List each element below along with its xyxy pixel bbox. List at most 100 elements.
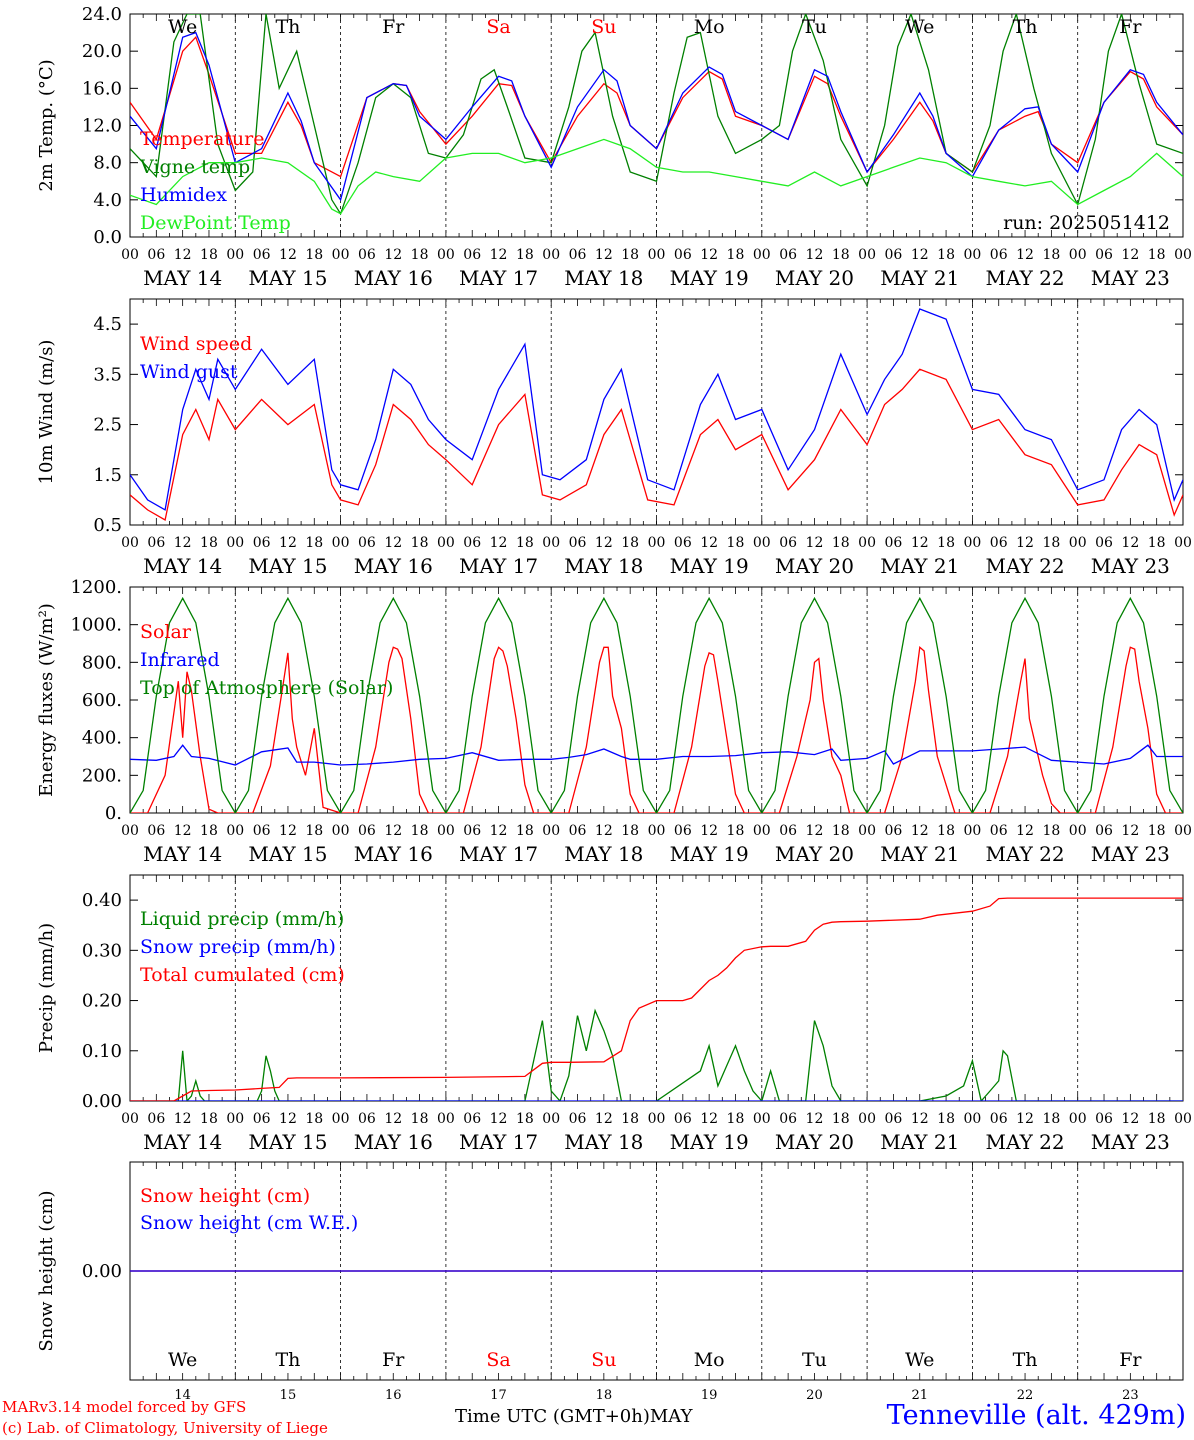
day-number: 18 — [596, 1388, 613, 1403]
date-label: MAY 17 — [459, 554, 538, 578]
date-label: MAY 23 — [1091, 842, 1170, 866]
weekday-label: Tu — [802, 1349, 827, 1371]
weekday-label: Th — [275, 1349, 300, 1371]
plot-frame-0 — [129, 13, 1184, 238]
hour-label: 18 — [937, 1111, 955, 1127]
hour-label: 06 — [1095, 535, 1113, 551]
weekday-label: We — [168, 1349, 197, 1371]
day-number: 14 — [174, 1388, 191, 1403]
date-label: MAY 14 — [143, 554, 222, 578]
hour-label: 00 — [542, 535, 560, 551]
legend-entry: Snow precip (mm/h) — [140, 936, 336, 958]
hour-label: 06 — [569, 535, 587, 551]
date-label: MAY 20 — [775, 1130, 854, 1154]
date-label: MAY 20 — [775, 554, 854, 578]
hour-label: 12 — [806, 535, 824, 551]
hour-label: 00 — [437, 1111, 455, 1127]
date-label: MAY 17 — [459, 842, 538, 866]
hour-label: 12 — [279, 247, 297, 263]
hour-label: 06 — [569, 1111, 587, 1127]
hour-label: 00 — [437, 535, 455, 551]
weekday-label: Fr — [1119, 1349, 1142, 1371]
hour-label: 00 — [1069, 823, 1087, 839]
hour-label: 06 — [779, 823, 797, 839]
hour-label: 06 — [147, 823, 165, 839]
date-label: MAY 16 — [354, 842, 433, 866]
hour-label: 06 — [885, 535, 903, 551]
hour-label: 12 — [700, 247, 718, 263]
hour-label: 00 — [1069, 535, 1087, 551]
weekday-label: Su — [591, 1349, 616, 1371]
day-number: 15 — [280, 1388, 297, 1403]
x-axis-month: MAY — [649, 1406, 693, 1427]
hour-label: 06 — [1095, 823, 1113, 839]
hour-label: 00 — [1174, 823, 1192, 839]
date-label: MAY 21 — [880, 554, 959, 578]
hour-label: 12 — [384, 823, 402, 839]
y-tick-label: 0.30 — [82, 940, 122, 961]
hour-label: 00 — [332, 535, 350, 551]
date-label: MAY 16 — [354, 554, 433, 578]
hour-label: 06 — [779, 247, 797, 263]
date-label: MAY 19 — [670, 1130, 749, 1154]
hour-label: 12 — [700, 823, 718, 839]
day-number: 21 — [911, 1388, 928, 1403]
hour-label: 00 — [1069, 247, 1087, 263]
date-label: MAY 18 — [564, 554, 643, 578]
legend-entry: Solar — [140, 621, 192, 643]
x-axis-title: Time UTC (GMT+0h) — [455, 1406, 650, 1427]
date-label: MAY 21 — [880, 1130, 959, 1154]
hour-label: 06 — [779, 535, 797, 551]
hour-label: 12 — [1016, 535, 1034, 551]
series-line — [130, 138, 1183, 215]
hour-label: 00 — [121, 247, 139, 263]
hour-label: 06 — [990, 535, 1008, 551]
hour-label: 00 — [1174, 535, 1192, 551]
y-tick-label: 1.5 — [93, 465, 122, 486]
y-tick-label: 4.5 — [93, 314, 122, 335]
hour-label: 06 — [463, 1111, 481, 1127]
weekday-label: Th — [275, 16, 300, 38]
date-label: MAY 22 — [985, 842, 1064, 866]
hour-label: 06 — [253, 535, 271, 551]
y-tick-label: 600. — [82, 690, 122, 711]
hour-label: 06 — [674, 535, 692, 551]
hour-label: 00 — [542, 247, 560, 263]
hour-label: 12 — [490, 1111, 508, 1127]
date-label: MAY 23 — [1091, 266, 1170, 290]
series-line — [130, 308, 1183, 511]
hour-label: 12 — [911, 247, 929, 263]
date-label: MAY 15 — [248, 842, 327, 866]
date-label: MAY 22 — [985, 554, 1064, 578]
hour-label: 06 — [885, 1111, 903, 1127]
hour-label: 18 — [832, 1111, 850, 1127]
y-tick-label: 12.0 — [82, 116, 122, 137]
hour-label: 12 — [490, 535, 508, 551]
hour-label: 12 — [384, 1111, 402, 1127]
hour-label: 12 — [700, 535, 718, 551]
legend-entry: Snow height (cm W.E.) — [140, 1212, 358, 1234]
hour-label: 06 — [253, 823, 271, 839]
hour-label: 18 — [305, 535, 323, 551]
run-annotation: run: 2025051412 — [1003, 212, 1170, 234]
hour-label: 00 — [963, 823, 981, 839]
hour-label: 18 — [1042, 247, 1060, 263]
hour-label: 06 — [885, 823, 903, 839]
y-tick-label: 0.10 — [82, 1041, 122, 1062]
series-line — [130, 646, 1183, 813]
y-tick-label: 0.5 — [93, 515, 122, 536]
day-number: 19 — [701, 1388, 718, 1403]
y-tick-label: 20.0 — [82, 41, 122, 62]
legend-entry: Snow height (cm) — [140, 1185, 310, 1207]
series-line — [130, 596, 1183, 813]
hour-label: 18 — [516, 535, 534, 551]
y-tick-label: 0.00 — [82, 1261, 122, 1282]
hour-label: 00 — [858, 823, 876, 839]
y-tick-label: 3.5 — [93, 364, 122, 385]
hour-label: 12 — [1016, 247, 1034, 263]
hour-label: 18 — [832, 823, 850, 839]
hour-label: 00 — [226, 823, 244, 839]
hour-label: 12 — [1121, 1111, 1139, 1127]
weekday-label: We — [905, 16, 934, 38]
